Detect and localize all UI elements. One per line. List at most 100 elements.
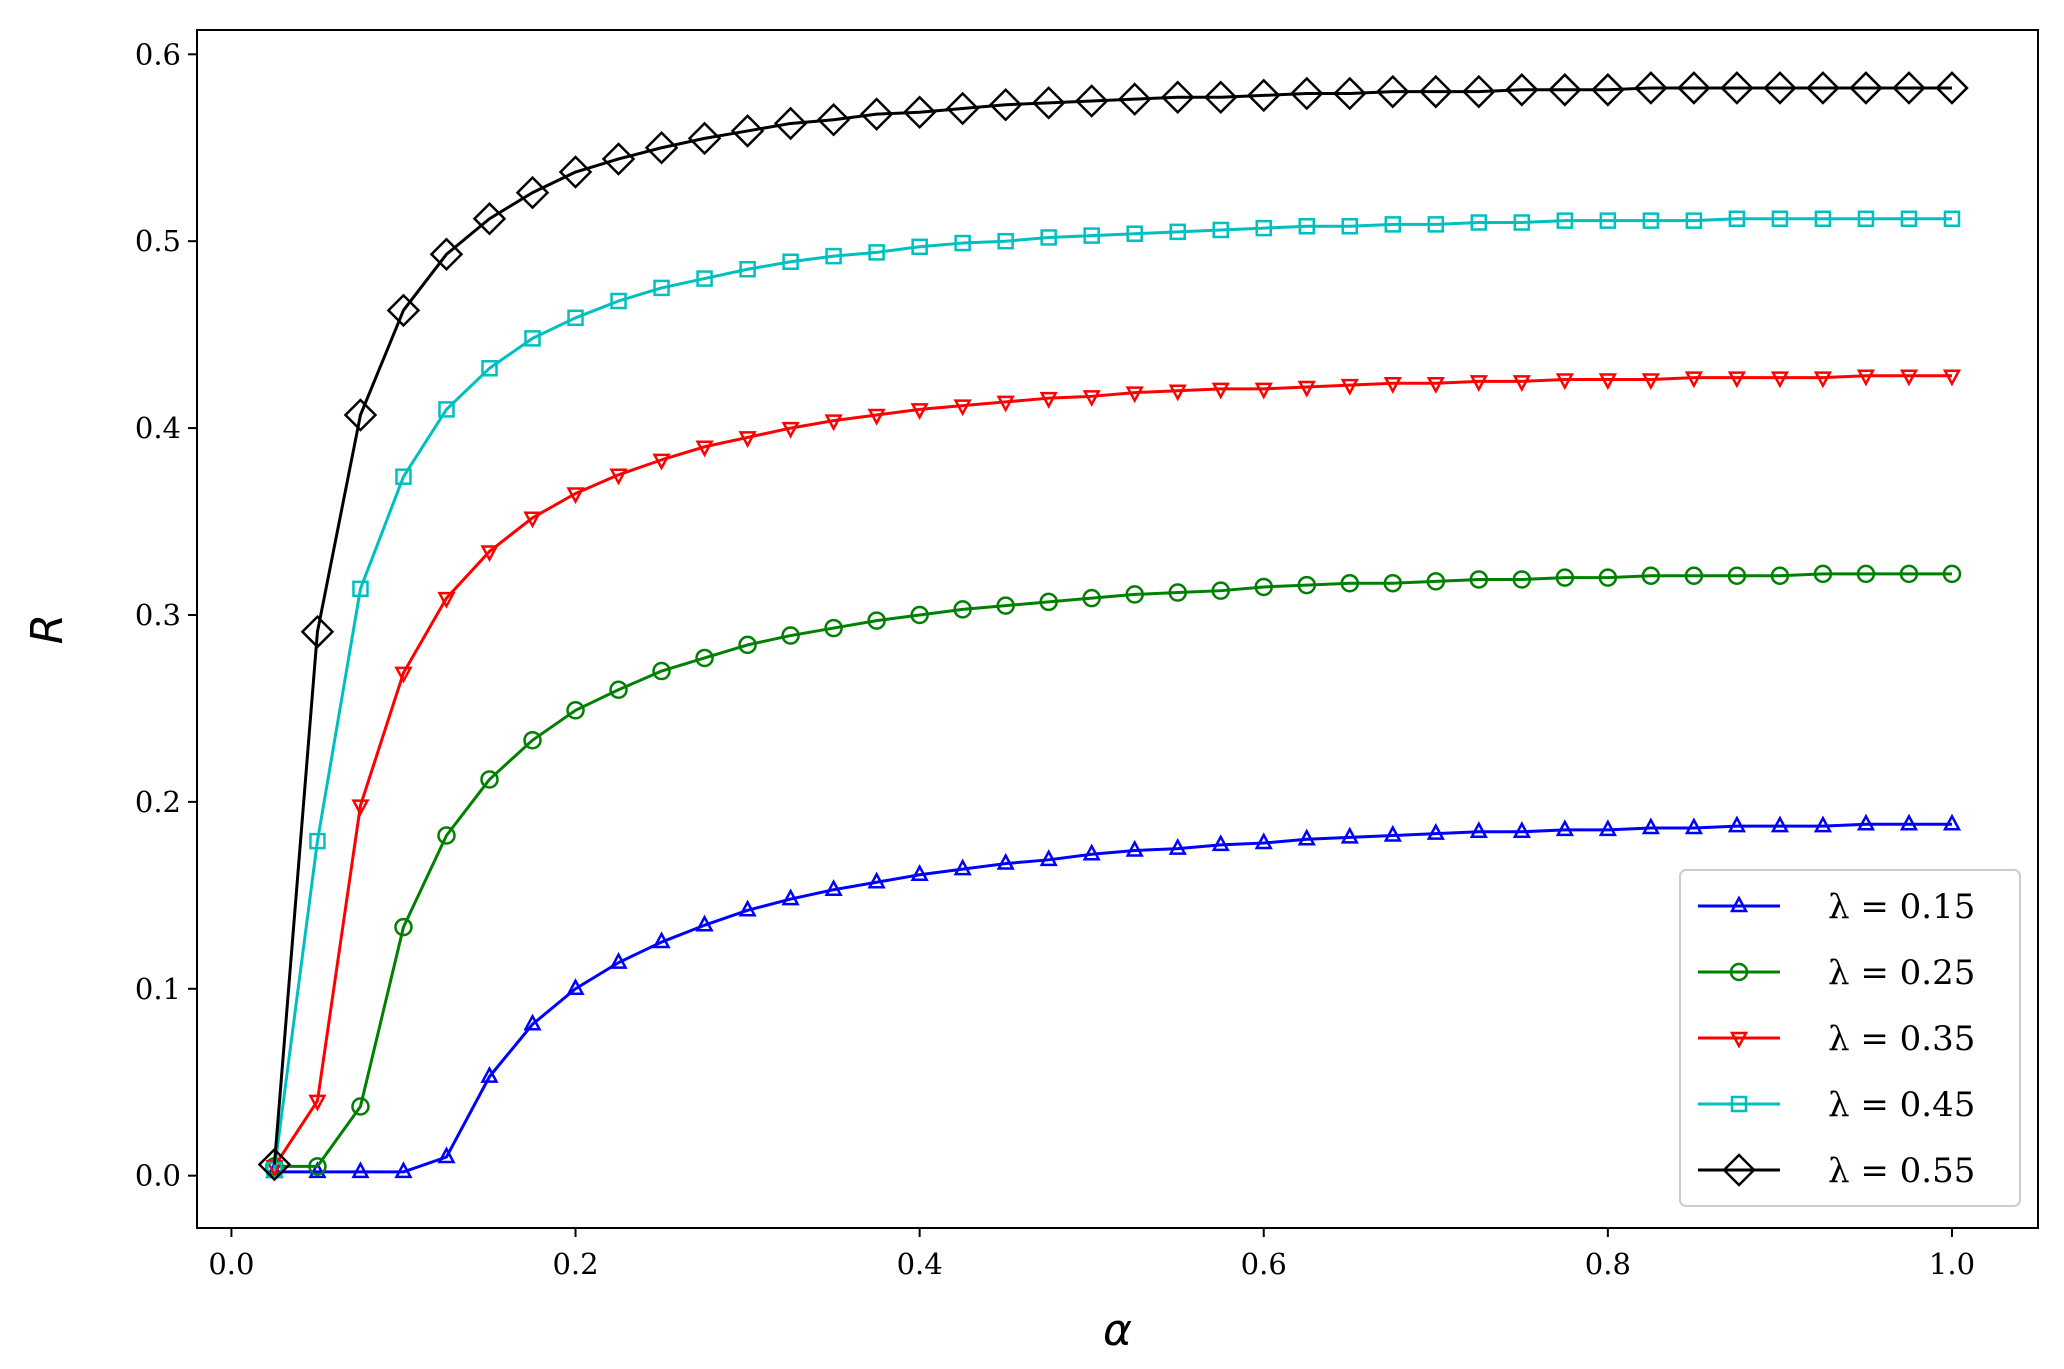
y-tick-label: 0.4 xyxy=(135,411,181,445)
data-point xyxy=(1168,384,1187,402)
y-tick-label: 0.5 xyxy=(135,224,181,258)
legend-marker xyxy=(1730,1095,1748,1113)
data-point xyxy=(1684,371,1703,389)
data-point xyxy=(1770,566,1790,585)
data-point xyxy=(1039,391,1058,409)
data-point xyxy=(601,142,636,176)
data-point xyxy=(1039,592,1058,612)
data-point xyxy=(1469,570,1489,589)
data-point xyxy=(1125,839,1144,857)
legend-marker xyxy=(1729,895,1749,913)
data-point xyxy=(1513,214,1531,231)
data-point xyxy=(1813,815,1833,833)
data-point xyxy=(1942,564,1962,584)
legend: λ = 0.15 λ = 0.25 λ = 0.35 λ = 0.45 λ = 0.55 xyxy=(1679,869,2021,1207)
data-point xyxy=(480,1065,499,1083)
legend-label: λ = 0.25 xyxy=(1828,953,1975,993)
plot-area-frame xyxy=(196,29,2039,1229)
legend-frame xyxy=(1679,869,2021,1207)
data-point xyxy=(1341,217,1359,235)
data-point xyxy=(1297,828,1316,846)
legend-label: λ = 0.35 xyxy=(1828,1019,1975,1059)
legend-label: λ = 0.15 xyxy=(1828,887,1975,927)
data-point xyxy=(351,799,370,817)
data-point xyxy=(902,95,937,130)
data-point xyxy=(1942,813,1962,831)
data-point xyxy=(1340,378,1359,396)
data-point xyxy=(1383,824,1402,842)
data-point xyxy=(567,309,584,327)
data-point xyxy=(1634,71,1668,105)
data-point xyxy=(300,615,335,649)
data-point xyxy=(480,545,499,563)
data-point xyxy=(996,395,1015,413)
data-point xyxy=(1512,821,1531,839)
data-point xyxy=(1203,80,1238,115)
data-point xyxy=(953,399,972,417)
data-point xyxy=(1899,813,1919,831)
data-point xyxy=(1082,390,1101,407)
data-point xyxy=(911,238,928,256)
data-point xyxy=(480,770,499,789)
data-point xyxy=(953,858,972,876)
data-point xyxy=(1892,71,1926,105)
data-point xyxy=(1935,71,1969,105)
data-point xyxy=(867,408,886,426)
data-point xyxy=(1849,71,1883,105)
data-point xyxy=(1813,371,1833,389)
data-point xyxy=(343,398,378,432)
data-point xyxy=(1125,585,1144,604)
data-point xyxy=(1383,376,1402,394)
legend-label: λ = 0.55 xyxy=(1828,1151,1975,1191)
data-point xyxy=(953,600,972,619)
data-point xyxy=(1598,819,1617,837)
data-point xyxy=(1212,221,1229,239)
data-point xyxy=(1469,821,1488,839)
y-axis-label: R xyxy=(22,614,73,645)
data-point xyxy=(996,852,1015,870)
data-point xyxy=(1677,71,1711,105)
data-point xyxy=(386,293,421,328)
data-point xyxy=(1298,217,1316,235)
data-point xyxy=(309,832,326,850)
data-point xyxy=(1211,581,1230,600)
data-point xyxy=(824,879,843,896)
x-tick-label: 0.4 xyxy=(897,1247,943,1281)
data-point xyxy=(1031,86,1066,120)
data-point xyxy=(781,421,800,439)
legend-marker xyxy=(1729,1031,1749,1049)
data-point xyxy=(523,1013,542,1031)
data-point xyxy=(739,260,756,278)
data-point xyxy=(1297,380,1316,398)
y-tick-label: 0.3 xyxy=(135,598,181,632)
data-point xyxy=(859,97,894,131)
data-point xyxy=(1168,837,1187,855)
data-point xyxy=(481,360,498,377)
data-point xyxy=(910,403,929,421)
data-point xyxy=(395,468,412,485)
data-point xyxy=(1856,369,1876,387)
data-point xyxy=(394,1161,413,1179)
data-point xyxy=(257,1147,292,1182)
data-point xyxy=(1555,373,1574,391)
data-point xyxy=(1642,212,1660,229)
legend-item: λ = 0.25 xyxy=(1698,953,1975,993)
data-point xyxy=(566,701,585,720)
data-point xyxy=(1591,73,1625,107)
x-tick-label: 0.6 xyxy=(1241,1247,1287,1281)
series-3 xyxy=(266,210,1961,1179)
data-point xyxy=(566,487,585,505)
data-point xyxy=(1856,813,1876,831)
data-point xyxy=(1684,566,1704,585)
data-point xyxy=(868,244,885,261)
data-point xyxy=(738,635,757,655)
data-point xyxy=(1728,210,1746,228)
data-point xyxy=(1770,371,1790,389)
data-point xyxy=(1469,375,1488,393)
data-point xyxy=(1720,71,1754,105)
data-point xyxy=(1426,572,1446,591)
data-point xyxy=(996,596,1015,615)
data-point xyxy=(825,247,842,265)
data-point xyxy=(1598,568,1618,587)
